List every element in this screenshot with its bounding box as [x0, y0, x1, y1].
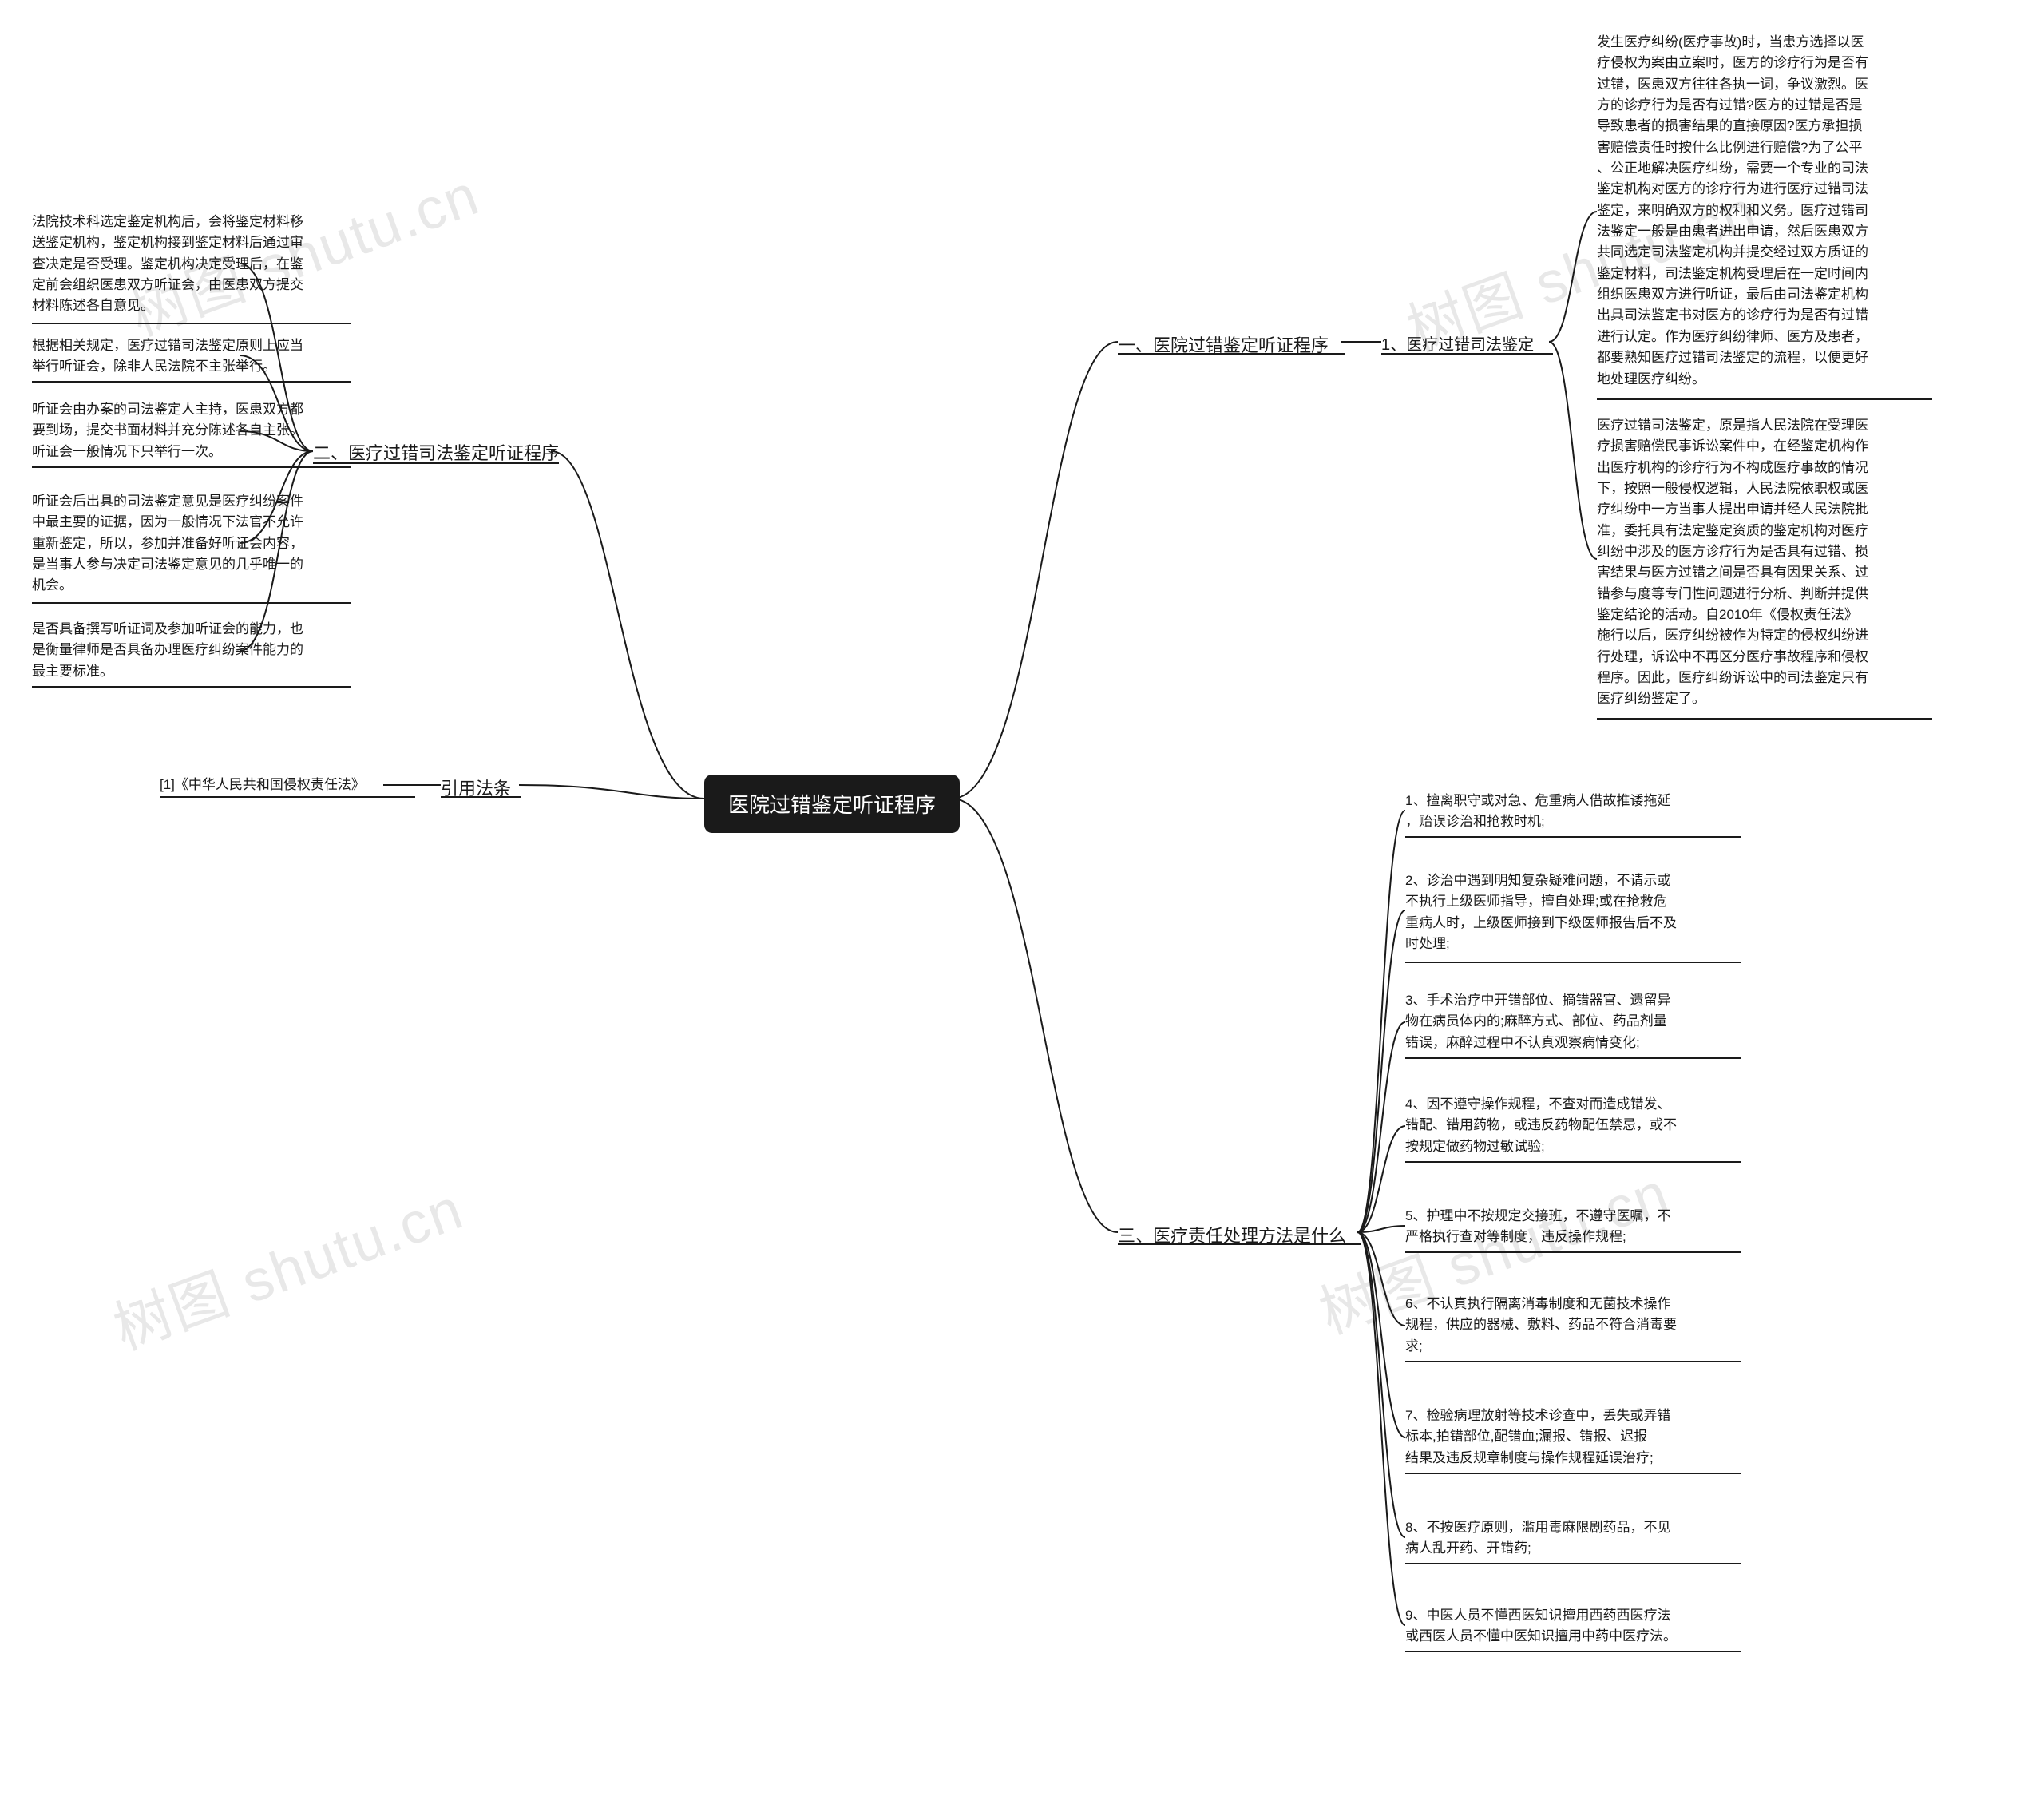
watermark: 树图 shutu.cn: [101, 1162, 473, 1366]
leaf-r2-7: 7、检验病理放射等技术诊查中，丢失或弄错 标本,拍错部位,配错血;漏报、错报、迟…: [1405, 1406, 1741, 1469]
leaf-r1-2: 医疗过错司法鉴定，原是指人民法院在受理医 疗损害赔偿民事诉讼案件中，在经鉴定机构…: [1597, 415, 1932, 710]
leaf-l1-1: 法院技术科选定鉴定机构后，会将鉴定材料移 送鉴定机构，鉴定机构接到鉴定材料后通过…: [32, 212, 351, 317]
leaf-r2-9: 9、中医人员不懂西医知识擅用西药西医疗法 或西医人员不懂中医知识擅用中药中医疗法…: [1405, 1605, 1741, 1647]
branch-right-2[interactable]: 三、医疗责任处理方法是什么: [1118, 1222, 1346, 1247]
leaf-r1-1: 发生医疗纠纷(医疗事故)时，当患方选择以医 疗侵权为案由立案时，医方的诊疗行为是…: [1597, 32, 1932, 390]
leaf-r2-4: 4、因不遵守操作规程，不查对而造成错发、 错配、错用药物，或违反药物配伍禁忌，或…: [1405, 1094, 1741, 1157]
leaf-r2-6: 6、不认真执行隔离消毒制度和无菌技术操作 规程，供应的器械、敷料、药品不符合消毒…: [1405, 1294, 1741, 1357]
leaf-r2-3: 3、手术治疗中开错部位、摘错器官、遗留异 物在病员体内的;麻醉方式、部位、药品剂…: [1405, 990, 1741, 1053]
leaf-r2-1: 1、擅离职守或对急、危重病人借故推诿拖延 ，贻误诊治和抢救时机;: [1405, 791, 1741, 833]
center-node[interactable]: 医院过错鉴定听证程序: [704, 775, 960, 833]
leaf-l1-4: 听证会后出具的司法鉴定意见是医疗纠纷案件 中最主要的证据，因为一般情况下法官不允…: [32, 491, 351, 597]
sub-right-1[interactable]: 1、医疗过错司法鉴定: [1381, 331, 1534, 355]
leaf-l1-3: 听证会由办案的司法鉴定人主持，医患双方都 要到场，提交书面材料并充分陈述各自主张…: [32, 399, 351, 462]
leaf-r2-5: 5、护理中不按规定交接班，不遵守医嘱，不 严格执行查对等制度，违反操作规程;: [1405, 1206, 1741, 1248]
leaf-l1-2: 根据相关规定，医疗过错司法鉴定原则上应当 举行听证会，除非人民法院不主张举行。: [32, 335, 351, 378]
leaf-r2-2: 2、诊治中遇到明知复杂疑难问题，不请示或 不执行上级医师指导，擅自处理;或在抢救…: [1405, 870, 1741, 954]
leaf-l1-5: 是否具备撰写听证词及参加听证会的能力，也 是衡量律师是否具备办理医疗纠纷案件能力…: [32, 619, 351, 682]
leaf-l2-1: [1]《中华人民共和国侵权责任法》: [160, 775, 415, 795]
branch-right-1[interactable]: 一、医院过错鉴定听证程序: [1118, 331, 1329, 357]
leaf-r2-8: 8、不按医疗原则，滥用毒麻限剧药品，不见 病人乱开药、开错药;: [1405, 1517, 1741, 1560]
branch-left-2[interactable]: 引用法条: [441, 775, 511, 800]
